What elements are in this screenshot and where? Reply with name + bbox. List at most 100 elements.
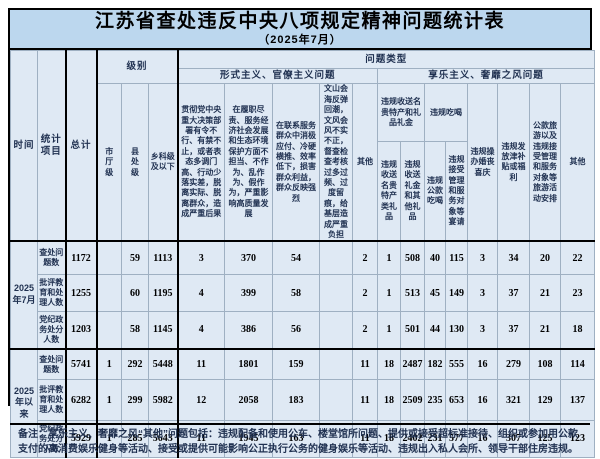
value-cell [319,310,353,350]
value-cell: 60 [121,274,149,312]
page: 江苏省查处违反中央八项规定精神问题统计表 （2025年7月） 时间 统计项目 总… [8,8,596,458]
value-cell: 11 [352,379,378,421]
header-dining-col-2: 违规接受管理和服务对象等宴请 [445,141,468,242]
value-cell: 3 [467,274,498,312]
title-bar: 江苏省查处违反中央八项规定精神问题统计表 （2025年7月） [10,10,590,51]
value-cell: 399 [224,274,273,312]
value-cell: 23 [559,274,596,312]
header-total: 总计 [64,50,97,242]
value-cell: 299 [121,379,149,421]
header-gift-col-1: 违规收送名贵特产类礼品 [377,141,401,242]
value-cell: 653 [445,379,468,421]
value-cell: 45 [424,274,446,312]
header-level-city: 市厅级 [95,83,122,242]
value-cell: 20 [529,240,561,276]
value-cell: 1203 [64,310,97,350]
header-formalism-col-3: 在联系服务群众中消极应付、冷硬横推、效率低下，损害群众利益，群众反映强烈 [272,83,320,242]
value-cell: 114 [559,347,596,381]
value-cell: 1255 [64,274,97,312]
value-cell: 11 [176,347,225,381]
value-cell: 1172 [64,240,97,276]
value-cell: 2058 [224,379,273,421]
value-cell: 159 [272,347,320,381]
header-hedonism-other-col: 其他 [559,83,596,242]
value-cell: 2487 [400,347,425,381]
value-cell: 2509 [400,379,425,421]
value-cell: 40 [424,240,446,276]
value-cell: 18 [377,347,401,381]
value-cell: 44 [424,310,446,350]
value-cell: 11 [352,347,378,381]
value-cell: 115 [445,240,468,276]
value-cell: 182 [424,347,446,381]
value-cell [319,379,353,421]
header-level-county: 县处级 [121,83,149,242]
header-problem-type-group: 问题类型 [176,50,596,70]
value-cell: 137 [559,379,596,421]
value-cell: 149 [445,274,468,312]
value-cell: 18 [559,310,596,350]
value-cell: 58 [272,274,320,312]
header-gift-col-2: 违规收送礼金和其他礼品 [400,141,425,242]
header-allowance-col: 违规发放津补贴或福利 [497,83,530,242]
value-cell: 183 [272,379,320,421]
table-frame: 江苏省查处违反中央八项规定精神问题统计表 （2025年7月） 时间 统计项目 总… [8,8,596,458]
value-cell: 1195 [148,274,178,312]
table-subtitle: （2025年7月） [258,33,342,46]
value-cell [95,274,122,312]
value-cell: 292 [121,347,149,381]
stat-item-cell: 批评教育和处理人数 [37,379,66,421]
value-cell: 58 [121,310,149,350]
value-cell: 2 [352,240,378,276]
value-cell [95,310,122,350]
stat-item-cell: 党纪政务处分人数 [37,310,66,350]
value-cell: 513 [400,274,425,312]
value-cell: 1 [95,379,122,421]
value-cell: 4 [176,274,225,312]
value-cell: 12 [176,379,225,421]
value-cell: 5982 [148,379,178,421]
value-cell: 16 [467,379,498,421]
header-formalism-col-2: 在履职尽责、服务经济社会发展和生态环境保护方面不担当、不作为、乱作为、假作为，严… [224,83,273,242]
value-cell: 18 [377,379,401,421]
value-cell: 4 [176,310,225,350]
value-cell [319,347,353,381]
header-dining-col-1: 违规公款吃喝 [424,141,446,242]
header-stat-item: 统计项目 [37,50,66,242]
value-cell: 16 [467,347,498,381]
value-cell: 5448 [148,347,178,381]
table-title: 江苏省查处违反中央八项规定精神问题统计表 [94,11,505,32]
value-cell: 1 [377,310,401,350]
stat-item-cell: 查处问题数 [37,240,66,276]
value-cell: 54 [272,240,320,276]
value-cell [319,274,353,312]
header-formalism-col-other: 其他 [352,83,378,242]
header-travel-col: 公款旅游以及违规接受管理和服务对象等旅游活动安排 [529,83,561,242]
value-cell: 1 [377,240,401,276]
value-cell: 3 [176,240,225,276]
header-hedonism-group: 享乐主义、奢靡之风问题 [376,68,596,85]
value-cell: 21 [529,274,561,312]
stat-item-cell: 批评教育和处理人数 [37,274,66,312]
header-level-group: 级别 [95,50,178,85]
value-cell: 59 [121,240,149,276]
value-cell: 1145 [148,310,178,350]
value-cell: 1 [95,347,122,381]
value-cell: 6282 [64,379,97,421]
value-cell: 508 [400,240,425,276]
header-formalism-col-4: 文山会海反弹回潮，文风会风不实不正，督查检查考核过多过频、过度留痕，给基层造成严… [319,83,353,242]
value-cell: 3 [467,310,498,350]
period-cell: 2025年7月 [10,240,38,350]
value-cell: 235 [424,379,446,421]
value-cell: 5741 [64,347,97,381]
header-formalism-group: 形式主义、官僚主义问题 [176,68,378,85]
value-cell: 501 [400,310,425,350]
header-dining-group: 违规吃喝 [424,83,468,142]
value-cell [95,240,122,276]
value-cell: 3 [467,240,498,276]
value-cell: 279 [497,347,530,381]
header-level-township: 乡科级及以下 [148,83,178,242]
value-cell: 555 [445,347,468,381]
value-cell: 56 [272,310,320,350]
value-cell: 1801 [224,347,273,381]
